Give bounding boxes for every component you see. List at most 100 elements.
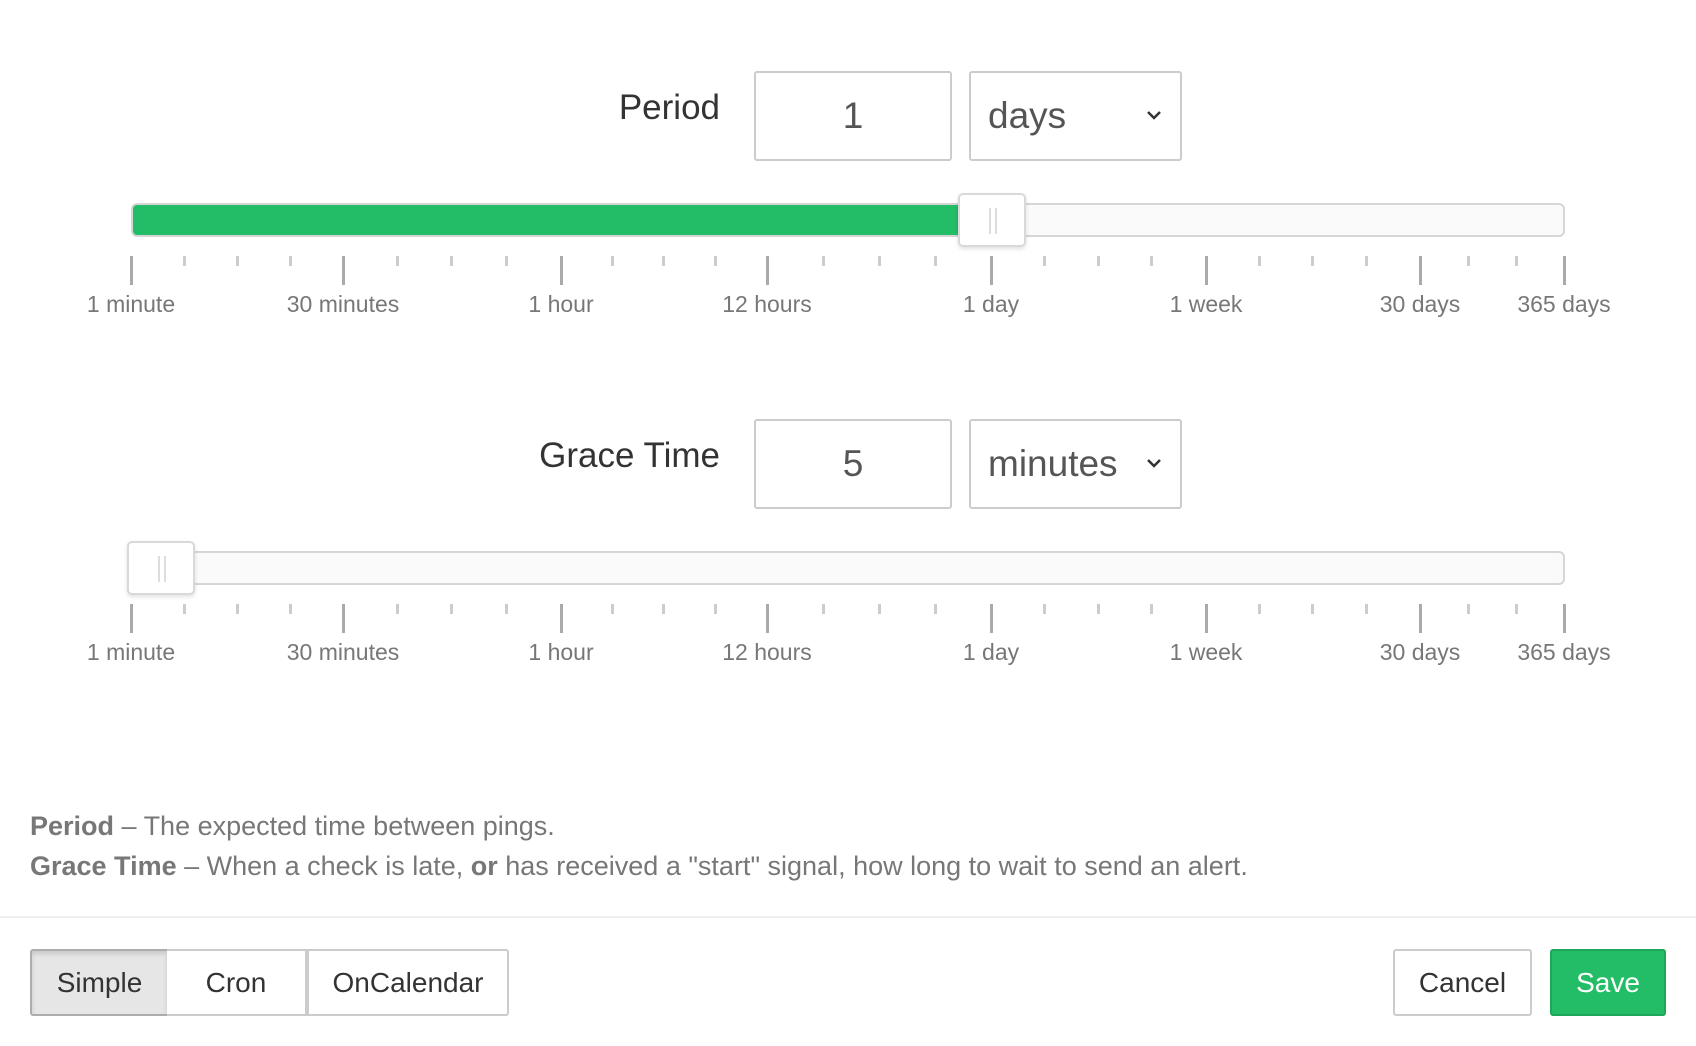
grace-slider-track[interactable] [131, 551, 1565, 585]
major-tick [990, 256, 993, 285]
grace-unit-value: minutes [988, 443, 1118, 484]
tick-label: 1 week [1169, 639, 1243, 665]
major-tick [130, 604, 133, 633]
period-unit-value: days [988, 95, 1067, 136]
major-tick [1563, 604, 1566, 633]
minor-tick [714, 604, 717, 614]
minor-tick [183, 604, 186, 614]
period-help-text: – The expected time between pings. [114, 811, 555, 841]
major-tick [766, 604, 769, 633]
minor-tick [505, 256, 508, 266]
chevron-down-icon [1147, 111, 1161, 120]
period-unit-select[interactable]: days [969, 71, 1182, 161]
minor-tick [1097, 604, 1100, 614]
minor-tick [396, 604, 399, 614]
minor-tick [1365, 604, 1368, 614]
major-tick [1205, 256, 1208, 285]
minor-tick [505, 604, 508, 614]
tick-label: 12 hours [722, 291, 812, 317]
minor-tick [878, 604, 881, 614]
period-slider-handle[interactable] [958, 193, 1027, 247]
minor-tick [878, 256, 881, 266]
grace-help: Grace Time – When a check is late, or ha… [30, 851, 1248, 882]
tick-label: 1 hour [528, 291, 594, 317]
minor-tick [1515, 256, 1518, 266]
minor-tick [1467, 604, 1470, 614]
minor-tick [1150, 256, 1153, 266]
minor-tick [1515, 604, 1518, 614]
minor-tick [662, 604, 665, 614]
mode-oncalendar-button[interactable]: OnCalendar [307, 949, 509, 1016]
minor-tick [1043, 604, 1046, 614]
grace-slider-handle[interactable] [127, 541, 195, 595]
major-tick [560, 256, 563, 285]
minor-tick [1043, 256, 1046, 266]
minor-tick [1365, 256, 1368, 266]
minor-tick [1467, 256, 1470, 266]
minor-tick [236, 604, 239, 614]
mode-cron-button[interactable]: Cron [167, 949, 307, 1016]
grace-value-input[interactable]: 5 [754, 419, 952, 509]
cancel-button[interactable]: Cancel [1393, 949, 1532, 1016]
tick-label: 30 days [1379, 639, 1461, 665]
tick-label: 1 week [1169, 291, 1243, 317]
period-slider-track[interactable] [131, 203, 1565, 237]
major-tick [342, 256, 345, 285]
tick-label: 1 day [962, 639, 1020, 665]
major-tick [1205, 604, 1208, 633]
footer-divider [0, 916, 1696, 918]
minor-tick [934, 256, 937, 266]
minor-tick [934, 604, 937, 614]
mode-simple-button[interactable]: Simple [30, 949, 169, 1016]
major-tick [560, 604, 563, 633]
major-tick [1419, 604, 1422, 633]
tick-label: 1 minute [86, 291, 176, 317]
minor-tick [450, 256, 453, 266]
major-tick [1563, 256, 1566, 285]
minor-tick [183, 256, 186, 266]
minor-tick [714, 256, 717, 266]
minor-tick [611, 604, 614, 614]
period-term: Period [30, 811, 115, 841]
minor-tick [1097, 256, 1100, 266]
tick-label: 1 minute [86, 639, 176, 665]
tick-label: 365 days [1517, 639, 1611, 665]
minor-tick [289, 256, 292, 266]
major-tick [1419, 256, 1422, 285]
major-tick [342, 604, 345, 633]
minor-tick [1258, 604, 1261, 614]
minor-tick [1311, 256, 1314, 266]
grace-label: Grace Time [539, 436, 720, 475]
save-button[interactable]: Save [1550, 949, 1666, 1016]
minor-tick [396, 256, 399, 266]
tick-label: 30 minutes [286, 291, 400, 317]
major-tick [766, 256, 769, 285]
tick-label: 1 day [962, 291, 1020, 317]
major-tick [990, 604, 993, 633]
grace-help-or: or [470, 851, 498, 881]
grace-help-text: – When a check is late, [176, 851, 471, 881]
tick-label: 12 hours [722, 639, 812, 665]
tick-label: 365 days [1517, 291, 1611, 317]
minor-tick [450, 604, 453, 614]
minor-tick [1150, 604, 1153, 614]
minor-tick [611, 256, 614, 266]
period-slider-fill [133, 205, 994, 235]
period-help: Period – The expected time between pings… [30, 811, 555, 842]
minor-tick [1258, 256, 1261, 266]
grace-unit-select[interactable]: minutes [969, 419, 1182, 509]
grace-help-text-2: has received a "start" signal, how long … [497, 851, 1248, 881]
minor-tick [822, 256, 825, 266]
tick-label: 30 days [1379, 291, 1461, 317]
minor-tick [822, 604, 825, 614]
tick-label: 30 minutes [286, 639, 400, 665]
tick-label: 1 hour [528, 639, 594, 665]
minor-tick [1311, 604, 1314, 614]
minor-tick [236, 256, 239, 266]
period-label: Period [618, 88, 720, 127]
minor-tick [662, 256, 665, 266]
chevron-down-icon [1147, 459, 1161, 468]
major-tick [130, 256, 133, 285]
period-value-input[interactable]: 1 [754, 71, 952, 161]
minor-tick [289, 604, 292, 614]
